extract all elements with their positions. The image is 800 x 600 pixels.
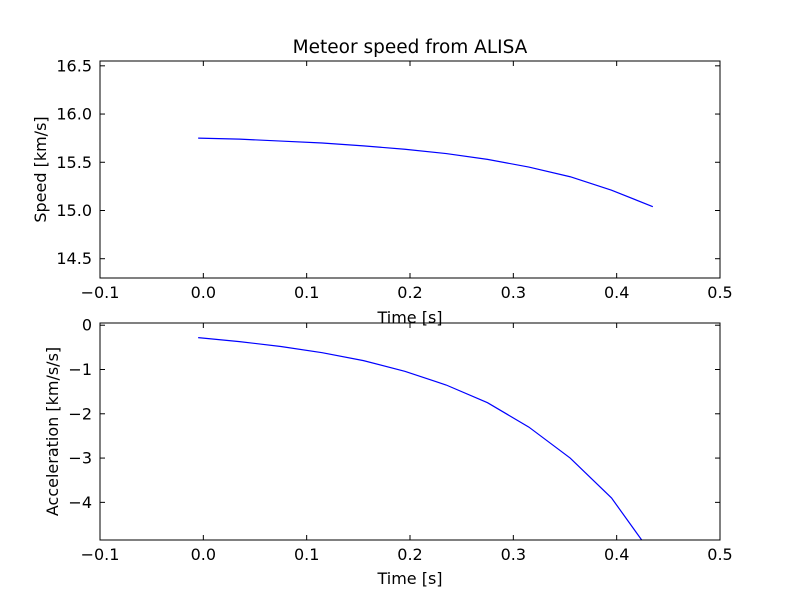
series-line-1 [198,337,643,540]
x-tick-label: −0.1 [81,545,120,564]
x-tick-label: 0.4 [604,283,629,302]
y-tick-label: −2 [68,404,92,423]
y-tick-label: 15.0 [56,201,92,220]
series-line-1 [198,137,654,208]
y-tick-label: −1 [68,360,92,379]
y-tick-label: 16.5 [56,56,92,75]
y-tick-label: 15.5 [56,153,92,172]
y-tick-label: 16.0 [56,105,92,124]
x-tick-label: 0.3 [501,283,526,302]
axes-panel-1: −0.1 0.0 0.1 0.2 0.3 0.4 0.5 14.5 15.0 15.5 16.0 16… [31,56,733,327]
chart-title: Meteor speed from ALISA [293,37,528,58]
y-tick-label: −3 [68,449,92,468]
y-tick-label: 0 [82,316,92,335]
x-axis-label: Time [s] [376,569,442,588]
y-axis-label: Speed [km/s] [31,116,50,222]
y-tick-label: −4 [68,493,92,512]
x-tick-label: 0.2 [397,283,422,302]
x-tick-label: 0.1 [294,283,319,302]
plot-frame [99,322,721,541]
x-tick-label: 0.0 [191,545,216,564]
x-tick-label: −0.1 [81,283,120,302]
x-tick-label: 0.1 [294,545,319,564]
x-tick-label: 0.0 [191,283,216,302]
x-axis-label: Time [s] [376,308,442,327]
x-tick-label: 0.5 [707,545,732,564]
x-tick-label: 0.5 [707,283,732,302]
y-axis-label: Acceleration [km/s/s] [43,347,62,516]
x-tick-label: 0.2 [397,545,422,564]
y-tick-label: 14.5 [56,249,92,268]
plot-frame [99,60,721,279]
axes-panel-2: −0.1 0.0 0.1 0.2 0.3 0.4 0.5 0 −1 −2 −3 −4 Time [s] A… [43,316,733,588]
x-tick-label: 0.3 [501,545,526,564]
x-tick-label: 0.4 [604,545,629,564]
